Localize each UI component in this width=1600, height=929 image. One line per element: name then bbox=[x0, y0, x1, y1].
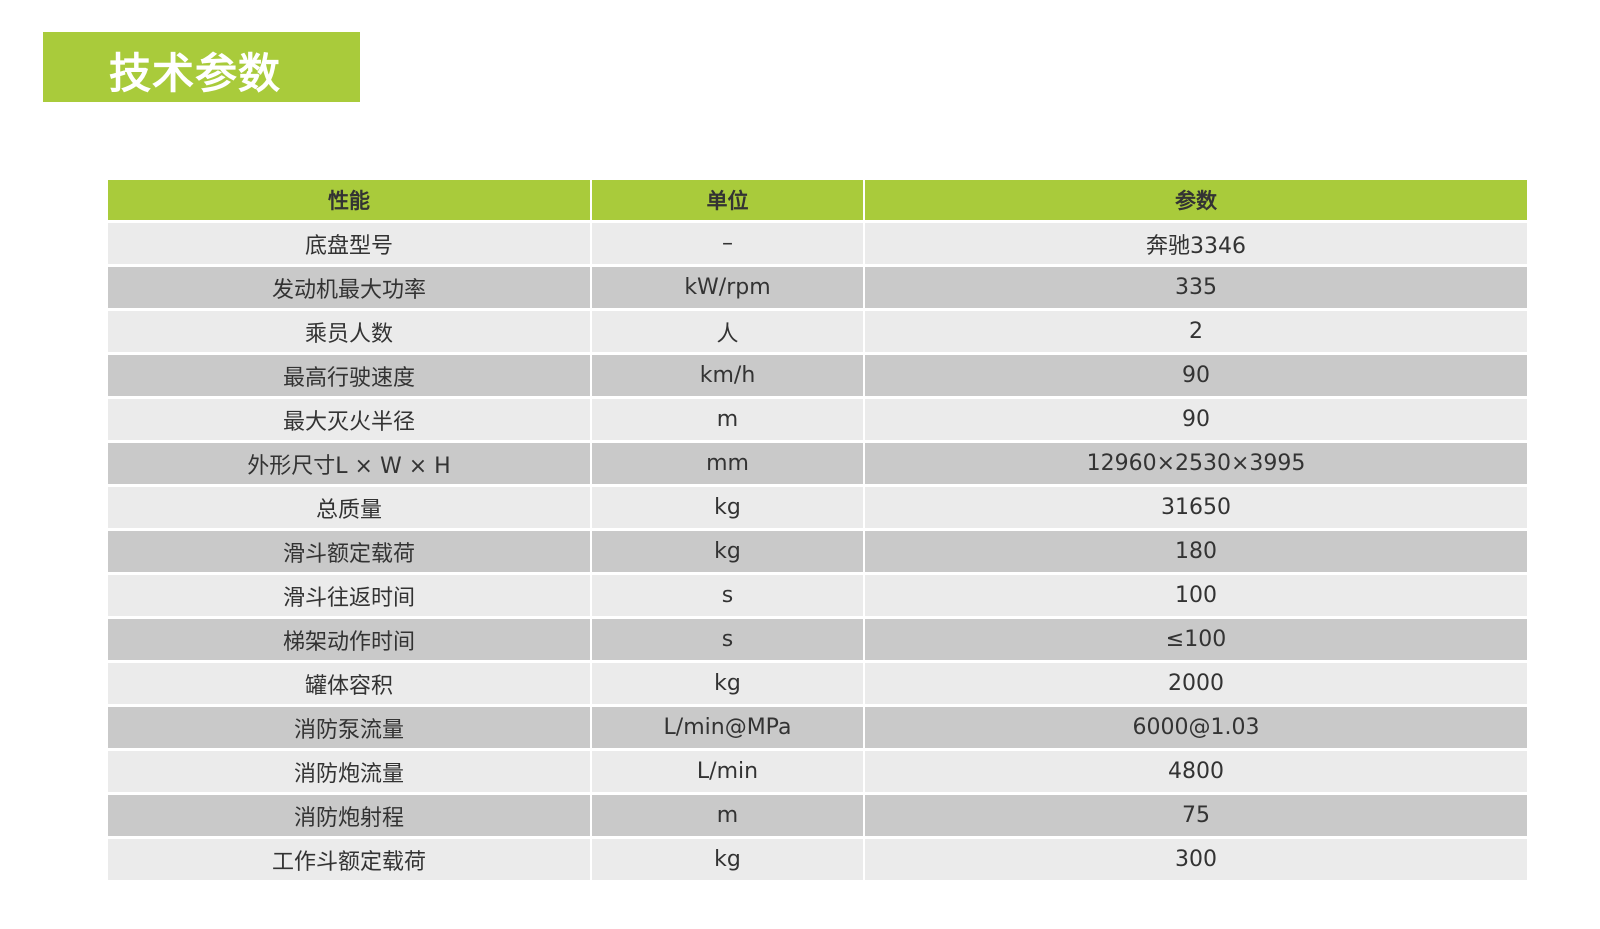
cell-performance: 滑斗额定载荷 bbox=[108, 531, 590, 572]
table-row: 最高行驶速度 km/h 90 bbox=[108, 355, 1527, 396]
table-row: 梯架动作时间 s ≤100 bbox=[108, 619, 1527, 660]
cell-unit: s bbox=[592, 575, 863, 616]
cell-unit: – bbox=[592, 223, 863, 264]
cell-unit: kg bbox=[592, 531, 863, 572]
cell-performance: 总质量 bbox=[108, 487, 590, 528]
table-row: 滑斗往返时间 s 100 bbox=[108, 575, 1527, 616]
cell-performance: 消防炮流量 bbox=[108, 751, 590, 792]
cell-performance: 罐体容积 bbox=[108, 663, 590, 704]
cell-performance: 消防炮射程 bbox=[108, 795, 590, 836]
cell-unit: L/min bbox=[592, 751, 863, 792]
cell-performance: 工作斗额定载荷 bbox=[108, 839, 590, 880]
cell-parameter: 4800 bbox=[865, 751, 1527, 792]
cell-parameter: 90 bbox=[865, 355, 1527, 396]
table-row: 消防炮射程 m 75 bbox=[108, 795, 1527, 836]
cell-parameter: 31650 bbox=[865, 487, 1527, 528]
cell-unit: kW/rpm bbox=[592, 267, 863, 308]
table-row: 底盘型号 – 奔驰3346 bbox=[108, 223, 1527, 264]
table-row: 工作斗额定载荷 kg 300 bbox=[108, 839, 1527, 880]
table-header-row: 性能 单位 参数 bbox=[108, 180, 1527, 220]
cell-unit: kg bbox=[592, 663, 863, 704]
header-performance: 性能 bbox=[108, 180, 590, 220]
cell-parameter: 12960×2530×3995 bbox=[865, 443, 1527, 484]
table-row: 发动机最大功率 kW/rpm 335 bbox=[108, 267, 1527, 308]
cell-performance: 底盘型号 bbox=[108, 223, 590, 264]
spec-table: 性能 单位 参数 底盘型号 – 奔驰3346 发动机最大功率 kW/rpm 335 乘员人数… bbox=[106, 177, 1529, 883]
section-title-banner: 技术参数 bbox=[43, 32, 360, 102]
cell-unit: kg bbox=[592, 487, 863, 528]
table-row: 消防泵流量 L/min@MPa 6000@1.03 bbox=[108, 707, 1527, 748]
cell-unit: kg bbox=[592, 839, 863, 880]
cell-unit: 人 bbox=[592, 311, 863, 352]
cell-parameter: 75 bbox=[865, 795, 1527, 836]
section-title: 技术参数 bbox=[109, 49, 282, 98]
header-unit: 单位 bbox=[592, 180, 863, 220]
cell-parameter: 180 bbox=[865, 531, 1527, 572]
cell-performance: 乘员人数 bbox=[108, 311, 590, 352]
cell-unit: km/h bbox=[592, 355, 863, 396]
cell-parameter: 335 bbox=[865, 267, 1527, 308]
table-row: 乘员人数人 2 bbox=[108, 311, 1527, 352]
table-row: 罐体容积 kg 2000 bbox=[108, 663, 1527, 704]
table-row: 总质量 kg 31650 bbox=[108, 487, 1527, 528]
table-row: 滑斗额定载荷 kg 180 bbox=[108, 531, 1527, 572]
cell-performance: 消防泵流量 bbox=[108, 707, 590, 748]
table-row: 最大灭火半径 m 90 bbox=[108, 399, 1527, 440]
table-row: 消防炮流量 L/min 4800 bbox=[108, 751, 1527, 792]
cell-unit: mm bbox=[592, 443, 863, 484]
cell-performance: 最大灭火半径 bbox=[108, 399, 590, 440]
cell-unit: s bbox=[592, 619, 863, 660]
header-parameter: 参数 bbox=[865, 180, 1527, 220]
cell-parameter: 100 bbox=[865, 575, 1527, 616]
cell-parameter: 2 bbox=[865, 311, 1527, 352]
cell-parameter: 300 bbox=[865, 839, 1527, 880]
cell-parameter: 奔驰3346 bbox=[865, 223, 1527, 264]
cell-performance: 发动机最大功率 bbox=[108, 267, 590, 308]
cell-parameter: 90 bbox=[865, 399, 1527, 440]
cell-performance: 外形尺寸L × W × H bbox=[108, 443, 590, 484]
cell-parameter: 6000@1.03 bbox=[865, 707, 1527, 748]
cell-performance: 滑斗往返时间 bbox=[108, 575, 590, 616]
cell-parameter: ≤100 bbox=[865, 619, 1527, 660]
cell-unit: m bbox=[592, 399, 863, 440]
cell-performance: 最高行驶速度 bbox=[108, 355, 590, 396]
cell-parameter: 2000 bbox=[865, 663, 1527, 704]
cell-unit: m bbox=[592, 795, 863, 836]
cell-unit: L/min@MPa bbox=[592, 707, 863, 748]
cell-performance: 梯架动作时间 bbox=[108, 619, 590, 660]
